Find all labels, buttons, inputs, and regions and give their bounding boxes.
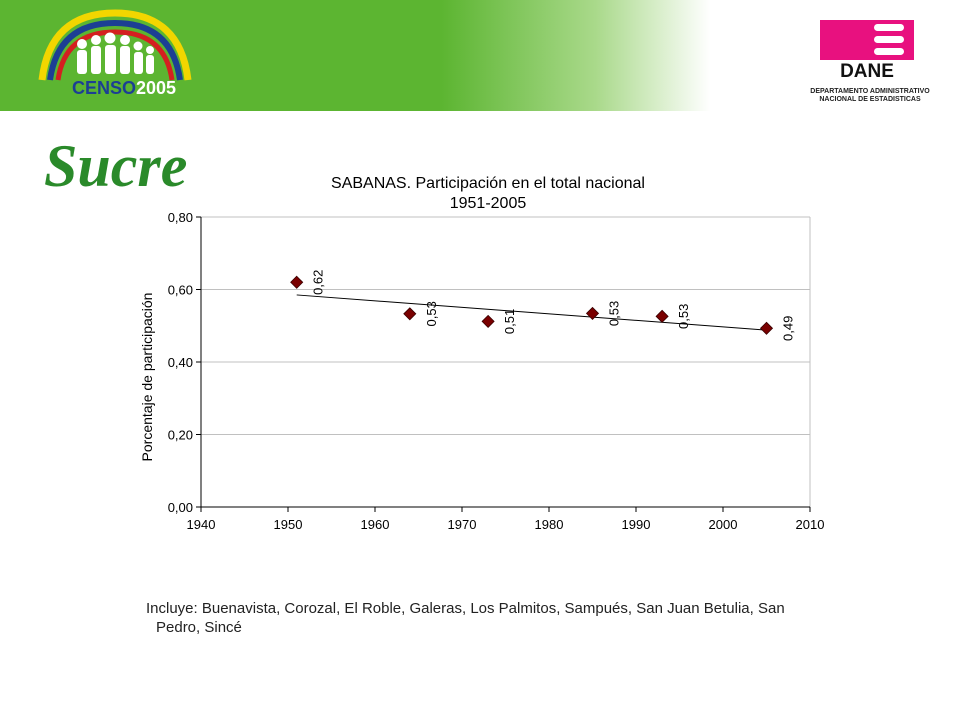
x-tick-label: 1980	[535, 517, 564, 532]
dane-logo: DANE	[820, 20, 914, 80]
data-point	[759, 321, 774, 335]
x-tick-label: 1970	[448, 517, 477, 532]
censo-2005-logo	[38, 9, 192, 81]
y-tick-label: 0,20	[168, 428, 193, 443]
data-label: 0,62	[311, 270, 326, 295]
chart-subtitle: 1951-2005	[450, 195, 527, 212]
data-label: 0,53	[607, 301, 622, 326]
y-tick-label: 0,00	[168, 500, 193, 515]
data-label: 0,53	[676, 304, 691, 329]
data-point	[403, 307, 417, 321]
data-label: 0,51	[502, 309, 517, 334]
data-label: 0,49	[781, 316, 796, 341]
dane-logo-text: DANE	[840, 61, 894, 80]
censo-logo-text: CENSO2005	[72, 78, 177, 98]
footnote-line-2: Pedro, Sincé	[156, 619, 242, 636]
x-tick-label: 2000	[709, 517, 738, 532]
page-title: Sucre	[44, 133, 188, 199]
x-tick-label: 1960	[361, 517, 390, 532]
x-tick-label: 2010	[796, 517, 825, 532]
header-banner	[0, 0, 960, 111]
x-tick-label: 1990	[622, 517, 651, 532]
y-axis-label: Porcentaje de participación	[139, 293, 155, 462]
footnote: Incluye: Buenavista, Corozal, El Roble, …	[146, 599, 846, 637]
data-point	[585, 306, 600, 320]
x-tick-label: 1950	[274, 517, 303, 532]
chart: SABANAS. Participación en el total nacio…	[139, 175, 825, 532]
data-point	[290, 275, 304, 289]
data-point	[481, 314, 495, 328]
chart-title: SABANAS. Participación en el total nacio…	[331, 175, 645, 192]
dane-caption: DEPARTAMENTO ADMINISTRATIVO NACIONAL DE …	[810, 88, 930, 103]
y-tick-label: 0,40	[168, 355, 193, 370]
x-tick-label: 1940	[187, 517, 216, 532]
footnote-line-1: Incluye: Buenavista, Corozal, El Roble, …	[146, 600, 785, 617]
y-tick-label: 0,80	[168, 210, 193, 225]
y-tick-label: 0,60	[168, 283, 193, 298]
data-label: 0,53	[424, 301, 439, 326]
data-point	[655, 309, 669, 323]
trendline	[296, 294, 767, 331]
